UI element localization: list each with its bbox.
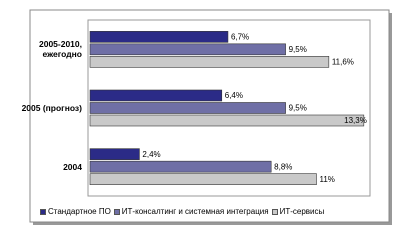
legend-item: ИТ-сервисы bbox=[271, 207, 325, 216]
category-label: 2005 (прогноз) bbox=[21, 103, 82, 113]
value-label: 2,4% bbox=[142, 150, 160, 159]
legend-item: Стандартное ПО bbox=[40, 207, 111, 216]
category-label: 2004 bbox=[63, 161, 82, 172]
bar bbox=[89, 43, 286, 56]
bar bbox=[89, 148, 140, 160]
value-label: 9,5% bbox=[289, 45, 307, 54]
category-label: 2005-2010, ежегодно bbox=[38, 39, 82, 60]
legend-label: ИТ-консалтинг и системная интеграция bbox=[121, 207, 269, 216]
bar bbox=[89, 102, 286, 114]
bar bbox=[89, 114, 365, 127]
value-label: 11,6% bbox=[332, 57, 354, 66]
bar bbox=[89, 56, 330, 68]
legend-item: ИТ-консалтинг и системная интеграция bbox=[113, 207, 269, 216]
legend-label: Стандартное ПО bbox=[48, 207, 111, 216]
value-label: 13,3% bbox=[344, 116, 367, 125]
legend: Стандартное ПО ИТ-консалтинг и системная … bbox=[40, 207, 380, 216]
value-label: 9,5% bbox=[289, 104, 307, 113]
legend-swatch bbox=[271, 208, 278, 215]
value-label: 6,4% bbox=[225, 91, 243, 100]
legend-label: ИТ-сервисы bbox=[279, 207, 325, 216]
legend-swatch bbox=[113, 208, 120, 215]
value-label: 6,7% bbox=[231, 32, 249, 41]
value-label: 8,8% bbox=[274, 162, 292, 171]
value-label: 11% bbox=[319, 175, 334, 184]
bar bbox=[89, 160, 272, 173]
bar bbox=[89, 173, 317, 185]
legend-swatch bbox=[40, 208, 46, 215]
bar bbox=[89, 31, 229, 43]
bar bbox=[89, 89, 223, 102]
